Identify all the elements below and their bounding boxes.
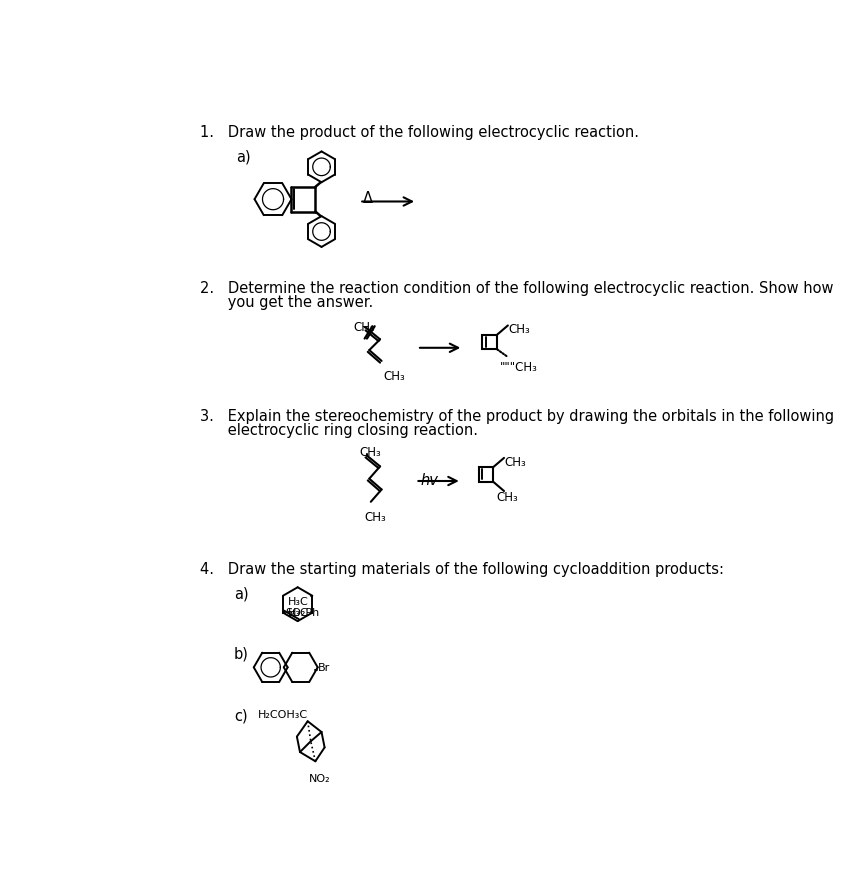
Text: Br: Br [318,664,330,674]
Text: a): a) [236,150,251,165]
Text: H₃C: H₃C [287,597,309,607]
Bar [482,335,497,349]
Text: CH₃: CH₃ [496,491,518,504]
Text: """CH₃: """CH₃ [500,360,538,374]
Text: CH₃: CH₃ [354,321,375,334]
Text: electrocyclic ring closing reaction.: electrocyclic ring closing reaction. [200,424,478,438]
Text: 3.   Explain the stereochemistry of the product by drawing the orbitals in the f: 3. Explain the stereochemistry of the pr… [200,410,834,424]
Text: Δ: Δ [363,191,373,206]
Text: you get the answer.: you get the answer. [200,295,373,310]
Text: CH₃: CH₃ [359,446,381,460]
Text: H₃C: H₃C [287,608,309,618]
Text: 4.   Draw the starting materials of the following cycloaddition products:: 4. Draw the starting materials of the fo… [200,562,724,577]
Text: H₂COH₃C: H₂COH₃C [257,710,308,721]
Text: NO₂: NO₂ [310,774,331,784]
Text: CH₃: CH₃ [383,370,405,383]
Text: b): b) [233,646,249,661]
Text: 1.   Draw the product of the following electrocyclic reaction.: 1. Draw the product of the following ele… [200,125,639,140]
Bar [479,467,493,481]
Text: 2.   Determine the reaction condition of the following electrocyclic reaction. S: 2. Determine the reaction condition of t… [200,281,834,296]
Text: SO₂Ph: SO₂Ph [286,608,320,618]
Text: c): c) [233,708,247,724]
Text: CH₃: CH₃ [504,455,527,468]
Text: hv: hv [421,473,439,488]
Text: a): a) [233,587,248,602]
Text: CH₃: CH₃ [509,323,530,336]
Text: CH₃: CH₃ [364,511,386,524]
